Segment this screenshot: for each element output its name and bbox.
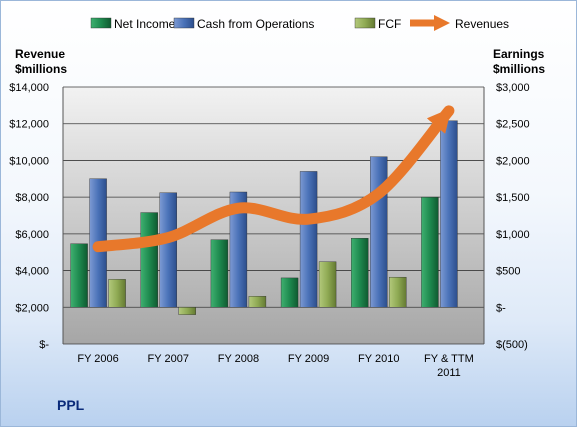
bars bbox=[70, 120, 458, 315]
bar-fcf-1 bbox=[178, 307, 196, 315]
bar-net-income-5 bbox=[421, 196, 439, 308]
legend-label-cash-from-operations: Cash from Operations bbox=[197, 17, 314, 31]
right-axis-title-line-2: $millions bbox=[493, 62, 546, 76]
left-axis-title-line-1: Revenue bbox=[15, 47, 66, 61]
bar-cash-from-operations-5 bbox=[440, 120, 458, 308]
bar-fcf-4 bbox=[389, 276, 407, 308]
bar-fcf-3 bbox=[318, 261, 337, 308]
left-tick-label: $- bbox=[39, 339, 49, 351]
right-axis-title-line-1: Earnings bbox=[493, 47, 545, 61]
left-tick-label: $8,000 bbox=[15, 192, 49, 204]
left-tick-label: $10,000 bbox=[9, 155, 49, 167]
left-tick-label: $6,000 bbox=[15, 229, 49, 241]
legend-swatch-net-income bbox=[90, 17, 112, 29]
bar-cash-from-operations-3 bbox=[299, 171, 318, 308]
right-tick-label: $2,000 bbox=[496, 155, 530, 167]
company-name: PPL bbox=[57, 397, 85, 413]
bar-cash-from-operations-1 bbox=[159, 192, 177, 308]
x-tick-label: FY 2008 bbox=[218, 353, 259, 365]
revenues-line bbox=[92, 105, 455, 253]
legend-arrow-revenues bbox=[434, 15, 450, 31]
gridlines bbox=[63, 86, 484, 345]
x-tick-label: 2011 bbox=[437, 367, 461, 379]
bar-net-income-4 bbox=[351, 238, 369, 308]
right-tick-label: $500 bbox=[496, 266, 520, 278]
revenue-line-layer bbox=[92, 105, 455, 253]
right-axis-title: Earnings $millions bbox=[493, 47, 545, 77]
legend-label-net-income: Net Income bbox=[114, 17, 176, 31]
bar-net-income-2 bbox=[210, 239, 229, 308]
bar-net-income-0 bbox=[70, 243, 88, 308]
bar-cash-from-operations-2 bbox=[229, 191, 248, 308]
legend: Net Income Cash from Operations FCF Revenue… bbox=[90, 15, 509, 31]
left-axis-title: Revenue $millions bbox=[15, 47, 67, 77]
x-tick-label: FY 2010 bbox=[358, 353, 399, 365]
right-tick-label: $1,000 bbox=[496, 229, 530, 241]
x-tick-label: FY & TTM bbox=[424, 353, 474, 365]
x-tick-label: FY 2006 bbox=[77, 353, 118, 365]
legend-label-revenues: Revenues bbox=[455, 17, 509, 31]
legend-swatch-fcf bbox=[354, 17, 376, 29]
right-tick-label: $2,500 bbox=[496, 119, 530, 131]
left-axis-title-line-2: $millions bbox=[15, 62, 68, 76]
bar-cash-from-operations-4 bbox=[370, 156, 388, 308]
x-tick-label: FY 2009 bbox=[288, 353, 329, 365]
bar-fcf-2 bbox=[248, 296, 267, 308]
legend-swatch-cash-from-operations bbox=[173, 17, 195, 29]
axes: $- $2,000 $4,000 $6,000 $8,000 $10,000 $12,000… bbox=[9, 82, 529, 379]
left-tick-label: $2,000 bbox=[15, 302, 49, 314]
right-tick-label: $- bbox=[496, 302, 506, 314]
bar-fcf-0 bbox=[108, 279, 126, 308]
bar-net-income-3 bbox=[280, 277, 299, 308]
right-tick-label: $3,000 bbox=[496, 82, 530, 94]
right-tick-label: $1,500 bbox=[496, 192, 530, 204]
left-tick-label: $14,000 bbox=[9, 82, 49, 94]
right-tick-label: $(500) bbox=[496, 339, 528, 351]
legend-label-fcf: FCF bbox=[378, 17, 401, 31]
left-tick-label: $12,000 bbox=[9, 119, 49, 131]
bar-net-income-1 bbox=[140, 212, 158, 308]
left-tick-label: $4,000 bbox=[15, 266, 49, 278]
x-tick-label: FY 2007 bbox=[148, 353, 189, 365]
